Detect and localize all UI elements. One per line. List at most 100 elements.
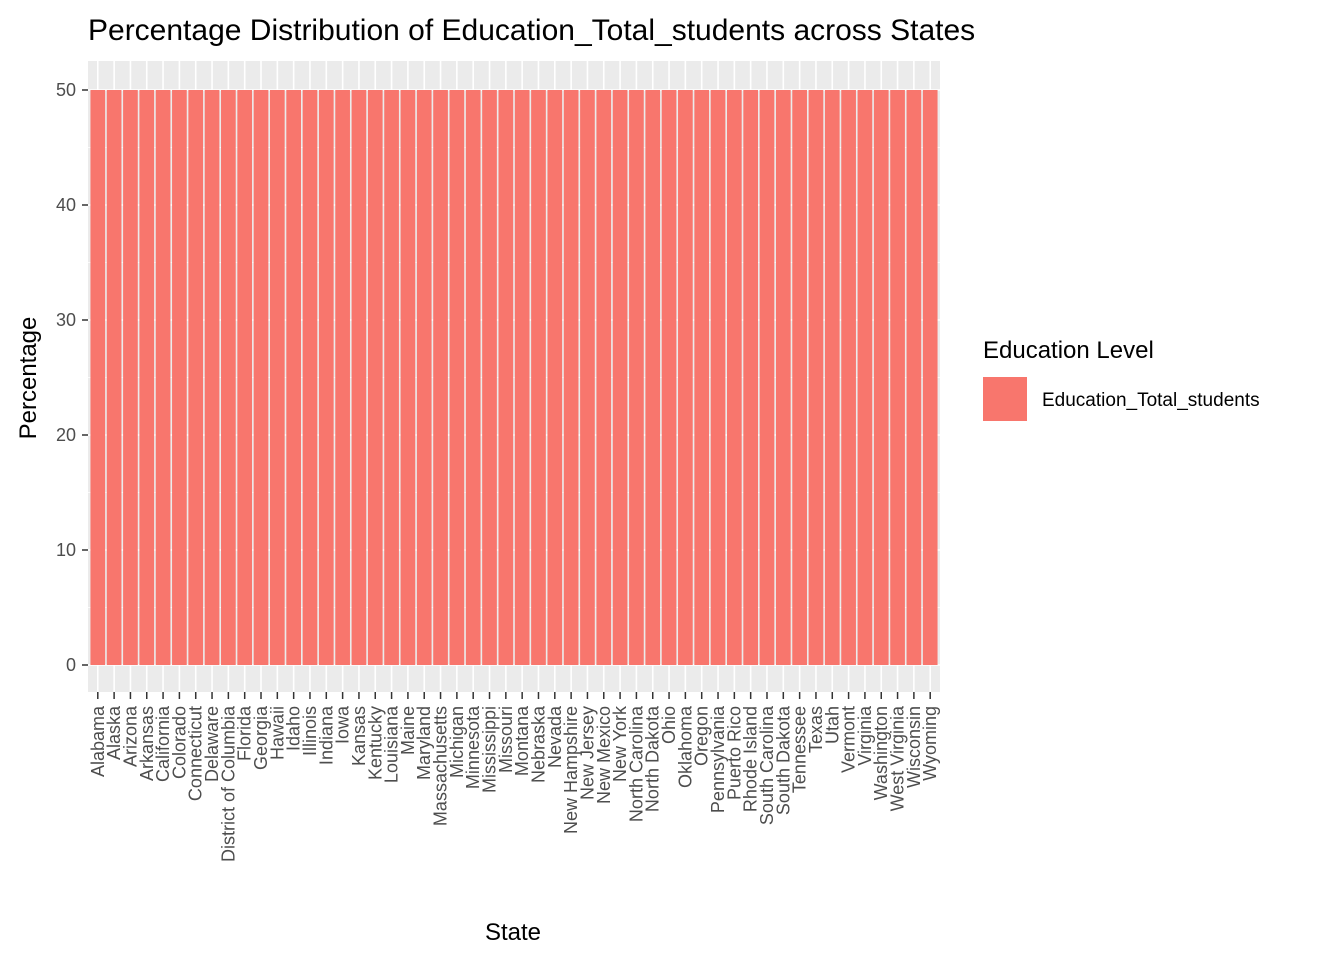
bar — [482, 90, 497, 665]
bar — [678, 90, 693, 665]
x-tick-label: Arizona — [120, 705, 140, 767]
x-tick-label: Oregon — [692, 706, 712, 766]
bar — [139, 90, 155, 665]
x-tick-label: Arkansas — [137, 706, 157, 781]
y-axis-title: Percentage — [15, 317, 42, 440]
bar — [188, 90, 204, 665]
bar — [792, 90, 807, 665]
bar — [172, 90, 187, 665]
y-axis: 0 10 20 30 40 50 — [56, 80, 88, 675]
x-tick-label: New Hampshire — [561, 706, 581, 834]
x-tick-label: South Carolina — [757, 705, 777, 825]
bar — [384, 90, 399, 665]
bar — [629, 90, 644, 665]
bar — [335, 90, 350, 665]
x-tick-label: New Mexico — [594, 706, 614, 804]
bar — [922, 90, 938, 665]
bar — [890, 90, 905, 665]
bar — [269, 90, 285, 665]
x-tick-label: Connecticut — [186, 706, 206, 801]
x-tick-label: Maryland — [414, 706, 434, 780]
bar — [694, 90, 710, 665]
x-axis-title: State — [485, 919, 541, 946]
bar — [221, 90, 236, 665]
legend-key — [983, 377, 1027, 421]
x-tick-label: Washington — [871, 706, 891, 800]
bar — [661, 90, 677, 665]
x-tick-label: Rhode Island — [741, 706, 761, 812]
x-tick-label: Michigan — [447, 706, 467, 778]
y-tick-label: 10 — [56, 540, 76, 560]
x-tick-label: Louisiana — [382, 705, 402, 783]
x-tick-label: Colorado — [169, 706, 189, 779]
x-tick-label: Idaho — [284, 706, 304, 751]
bar — [351, 90, 367, 665]
bar — [563, 90, 579, 665]
x-tick-label: Florida — [235, 705, 255, 761]
x-tick-label: Alaska — [104, 705, 124, 760]
y-tick-label: 30 — [56, 310, 76, 330]
bar — [906, 90, 922, 665]
x-tick-label: Mississippi — [480, 706, 500, 793]
x-tick-label: Ohio — [659, 706, 679, 744]
x-tick-label: North Carolina — [626, 705, 646, 822]
x-tick-label: Georgia — [251, 705, 271, 770]
bar — [596, 90, 612, 665]
bar — [433, 90, 448, 665]
x-tick-label: Minnesota — [463, 705, 483, 789]
x-tick-label: Kentucky — [365, 706, 385, 780]
x-tick-label: Illinois — [300, 706, 320, 756]
x-tick-label: North Dakota — [643, 705, 663, 812]
bar — [580, 90, 595, 665]
y-tick-label: 40 — [56, 195, 76, 215]
legend: Education Level Education_Total_students — [983, 337, 1260, 421]
bar — [775, 90, 791, 665]
chart-title: Percentage Distribution of Education_Tot… — [88, 14, 975, 47]
x-tick-label: Massachusetts — [431, 706, 451, 826]
legend-title: Education Level — [983, 337, 1154, 364]
bar — [841, 90, 856, 665]
bar — [710, 90, 726, 665]
bar — [253, 90, 269, 665]
x-tick-label: Iowa — [333, 705, 353, 744]
x-tick-label: Nebraska — [528, 705, 548, 783]
bar — [123, 90, 138, 665]
x-tick-label: Alabama — [88, 705, 108, 777]
y-tick-label: 0 — [66, 655, 76, 675]
bar — [465, 90, 481, 665]
x-tick-label: Utah — [822, 706, 842, 744]
x-tick-label: Indiana — [316, 705, 336, 765]
x-tick-label: Kansas — [349, 706, 369, 766]
x-tick-label: District of Columbia — [218, 705, 238, 862]
bar — [367, 90, 383, 665]
bar — [498, 90, 514, 665]
bar — [547, 90, 563, 665]
x-tick-label: Missouri — [496, 706, 516, 773]
bar — [416, 90, 432, 665]
bar — [759, 90, 775, 665]
bar — [400, 90, 416, 665]
x-tick-label: Wyoming — [920, 706, 940, 781]
bar — [514, 90, 530, 665]
bar — [90, 90, 106, 665]
x-tick-label: Texas — [806, 706, 826, 753]
x-tick-label: Wisconsin — [904, 706, 924, 788]
bar — [743, 90, 759, 665]
y-tick-label: 50 — [56, 80, 76, 100]
x-tick-label: Puerto Rico — [724, 706, 744, 800]
x-tick-label: South Dakota — [773, 705, 793, 815]
x-tick-label: Delaware — [202, 706, 222, 782]
x-tick-label: Maine — [398, 706, 418, 755]
bar — [873, 90, 889, 665]
bar — [612, 90, 628, 665]
x-axis: AlabamaAlaskaArizonaArkansasCaliforniaCo… — [88, 692, 940, 862]
x-tick-label: Nevada — [545, 705, 565, 768]
bar — [204, 90, 220, 665]
x-tick-label: Oklahoma — [675, 705, 695, 788]
bar — [286, 90, 301, 665]
x-tick-label: Pennsylvania — [708, 705, 728, 813]
bar — [449, 90, 465, 665]
bar — [106, 90, 122, 665]
x-tick-label: New York — [610, 705, 630, 782]
